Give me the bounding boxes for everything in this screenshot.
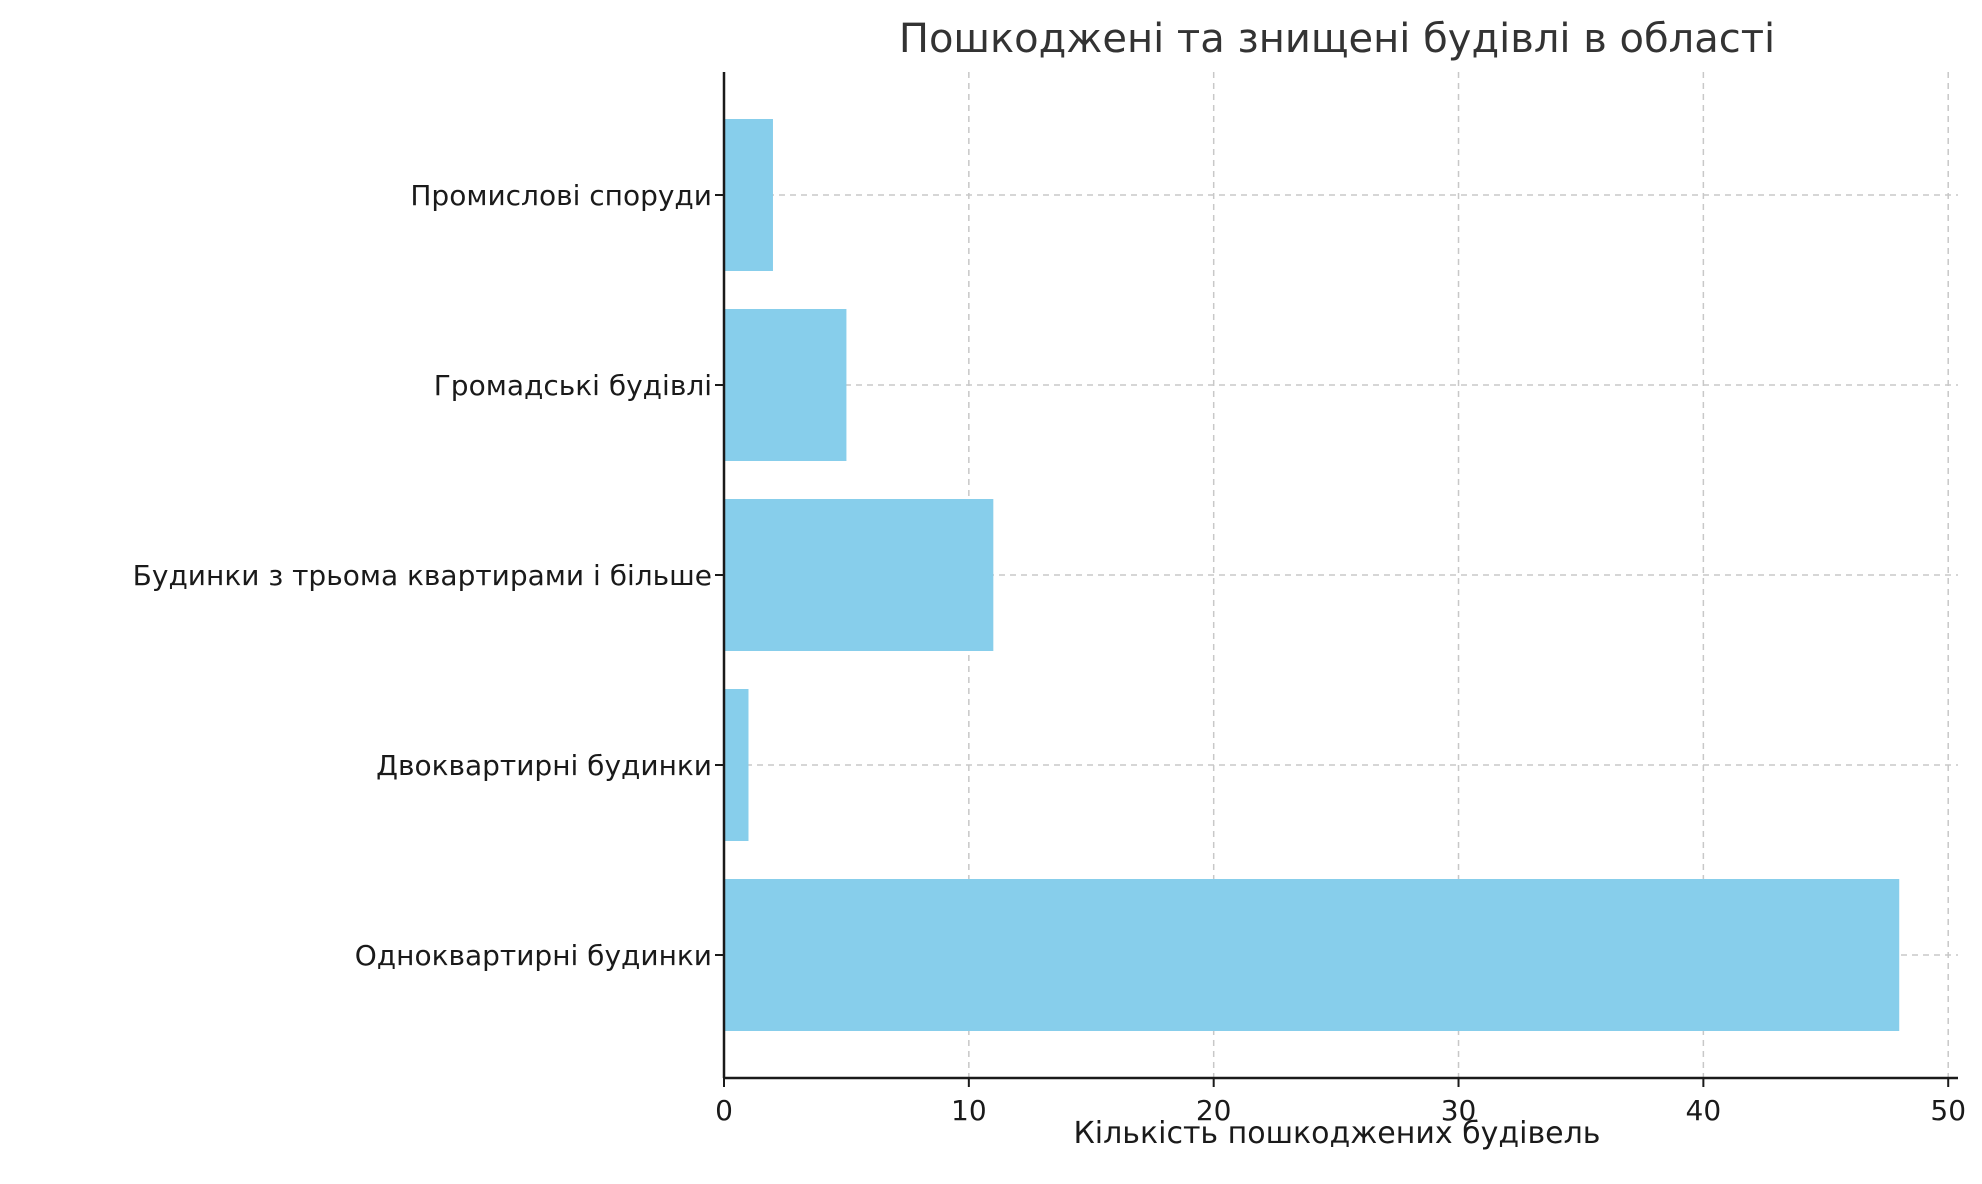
bar-3 <box>724 499 994 651</box>
bar-4 <box>724 309 847 461</box>
x-tick-label: 40 <box>1686 1094 1722 1127</box>
y-tick-label: Громадські будівлі <box>434 369 712 402</box>
bar-1 <box>724 879 1900 1031</box>
bar-2 <box>724 689 749 841</box>
x-tick-label: 30 <box>1441 1094 1477 1127</box>
y-tick-label: Одноквартирні будинки <box>355 939 712 972</box>
x-axis-ticks: 0 10 20 30 40 50 <box>715 1078 1966 1127</box>
y-tick-label: Будинки з трьома квартирами і більше <box>133 559 712 592</box>
bar-5 <box>724 119 773 271</box>
bars <box>724 119 1900 1031</box>
y-tick-label: Двоквартирні будинки <box>376 749 712 782</box>
x-tick-label: 50 <box>1930 1094 1966 1127</box>
x-tick-label: 10 <box>951 1094 987 1127</box>
x-tick-label: 0 <box>715 1094 733 1127</box>
x-axis-label: Кількість пошкоджених будівель <box>1074 1116 1601 1151</box>
chart-title: Пошкоджені та знищені будівлі в області <box>899 16 1775 62</box>
y-axis-ticks: Одноквартирні будинки Двоквартирні будинк… <box>133 179 724 972</box>
y-tick-label: Промислові споруди <box>410 179 712 212</box>
x-tick-label: 20 <box>1196 1094 1232 1127</box>
